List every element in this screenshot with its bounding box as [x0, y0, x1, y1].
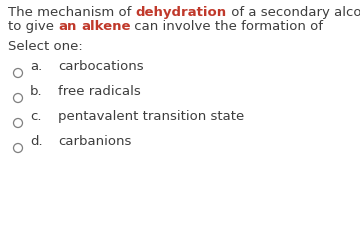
Text: carbocations: carbocations	[58, 60, 144, 73]
Text: a.: a.	[30, 60, 42, 73]
Text: free radicals: free radicals	[58, 85, 141, 98]
Text: d.: d.	[30, 135, 42, 148]
Text: an: an	[58, 20, 77, 33]
Text: b.: b.	[30, 85, 42, 98]
Text: of a secondary alcohol: of a secondary alcohol	[227, 6, 360, 19]
Text: alkene: alkene	[81, 20, 130, 33]
Text: dehydration: dehydration	[136, 6, 227, 19]
Text: Select one:: Select one:	[8, 40, 83, 53]
Text: The mechanism of: The mechanism of	[8, 6, 136, 19]
Text: pentavalent transition state: pentavalent transition state	[58, 110, 244, 123]
Text: can involve the formation of: can involve the formation of	[130, 20, 323, 33]
Text: carbanions: carbanions	[58, 135, 131, 148]
Text: c.: c.	[30, 110, 41, 123]
Text: to give: to give	[8, 20, 58, 33]
